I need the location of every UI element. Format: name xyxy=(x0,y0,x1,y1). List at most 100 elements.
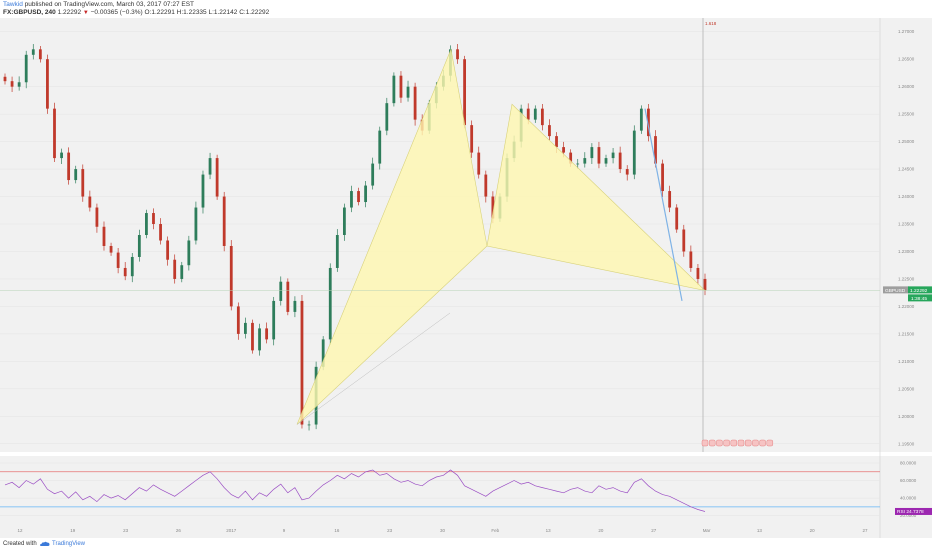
price-tick-label: 1.27000 xyxy=(898,29,915,34)
event-flag-icon[interactable] xyxy=(701,439,709,447)
candle-body xyxy=(74,169,78,181)
chart-footer: Created with TradingView xyxy=(0,538,932,550)
candle-body xyxy=(611,152,615,159)
author-link[interactable]: Tawkid xyxy=(3,1,23,8)
rsi-tick-label: 40.0000 xyxy=(900,496,917,501)
symbol-name[interactable]: FX:GBPUSD, 240 xyxy=(3,9,56,16)
candle-body xyxy=(639,108,643,131)
candle-body xyxy=(3,76,7,82)
candle-body xyxy=(569,152,573,164)
candle-body xyxy=(491,196,495,219)
candle-body xyxy=(307,424,311,426)
event-flag-icon[interactable] xyxy=(759,439,766,447)
candle-body xyxy=(371,163,375,186)
candle-body xyxy=(194,207,198,241)
candle-body xyxy=(689,251,693,268)
event-flag-icon[interactable] xyxy=(709,439,716,447)
published-text: published on TradingView.com, March 03, … xyxy=(22,1,195,8)
candle-body xyxy=(335,235,339,268)
candle-body xyxy=(647,108,650,137)
rsi-tick-label: 20.0000 xyxy=(900,513,917,518)
price-tick-label: 1.24000 xyxy=(898,194,915,199)
time-tick-label: 23 xyxy=(123,528,129,533)
price-tick-label: 1.22500 xyxy=(898,276,915,281)
price-tick-label: 1.22000 xyxy=(898,304,915,309)
price-tick-label: 1.26500 xyxy=(898,57,915,62)
candle-body xyxy=(378,130,382,164)
candle-body xyxy=(279,281,283,301)
candle-body xyxy=(201,174,205,208)
candle-body xyxy=(484,174,488,197)
time-tick-label: 19 xyxy=(70,528,76,533)
candle-body xyxy=(661,163,664,192)
candle-body xyxy=(31,49,35,55)
candle-body xyxy=(618,152,622,170)
price-tick-label: 1.24500 xyxy=(898,167,915,172)
candle-body xyxy=(562,147,565,153)
time-tick-label: 12 xyxy=(17,528,23,533)
candle-body xyxy=(597,147,601,164)
candle-body xyxy=(265,328,269,340)
price-tick-label: 1.19500 xyxy=(898,441,915,446)
candle-body xyxy=(24,54,28,83)
event-flag-icon[interactable] xyxy=(723,439,730,447)
price-tick-label: 1.25500 xyxy=(898,112,915,117)
event-flag-icon[interactable] xyxy=(745,439,752,447)
blue-trend-line xyxy=(644,108,683,302)
candle-body xyxy=(540,108,544,126)
last-price-tag-label: 1.22292 xyxy=(910,288,928,294)
candle-body xyxy=(130,256,134,277)
ohlc-values: O:1.22291 H:1.22335 L:1.22142 C:1.22292 xyxy=(144,9,270,16)
candle-body xyxy=(625,169,629,175)
price-tick-label: 1.23500 xyxy=(898,222,915,227)
candle-body xyxy=(244,322,247,334)
candle-body xyxy=(682,229,686,252)
candle-body xyxy=(463,59,466,126)
last-price: 1.22292 xyxy=(57,9,82,16)
time-tick-label: 13 xyxy=(546,528,552,533)
candle-body xyxy=(477,152,481,175)
time-tick-label: 26 xyxy=(176,528,182,533)
rsi-tick-label: 80.0000 xyxy=(900,461,917,466)
candle-body xyxy=(533,108,537,120)
last-price-tag xyxy=(908,286,932,294)
rsi-pane xyxy=(0,456,932,520)
candle-body xyxy=(102,226,106,246)
candle-body xyxy=(10,81,14,87)
candle-body xyxy=(251,322,254,351)
candle-body xyxy=(145,213,148,235)
candle-body xyxy=(123,267,127,277)
price-tick-label: 1.20500 xyxy=(898,386,915,391)
candle-body xyxy=(413,86,417,120)
chart-header: Tawkid published on TradingView.com, Mar… xyxy=(0,0,932,18)
tradingview-brand[interactable]: TradingView xyxy=(52,541,86,547)
candle-body xyxy=(668,191,672,208)
event-flag-icon[interactable] xyxy=(752,439,759,447)
event-flag-icon[interactable] xyxy=(716,439,723,447)
candle-body xyxy=(357,191,360,203)
event-flag-icon[interactable] xyxy=(737,439,745,447)
harmonic-bcd-triangle xyxy=(486,103,706,291)
time-tick-label: Feb xyxy=(491,528,499,533)
candle-body xyxy=(350,191,353,208)
candle-body xyxy=(38,49,42,60)
candle-body xyxy=(286,281,290,312)
time-tick-label: 9 xyxy=(283,528,286,533)
candle-body xyxy=(17,82,21,87)
symbol-line: FX:GBPUSD, 240 1.22292 ▼ −0.00365 (−0.3%… xyxy=(3,9,269,17)
event-flag-icon[interactable] xyxy=(766,439,773,447)
fib-level-label: 1.618 xyxy=(705,21,717,26)
candle-body xyxy=(604,158,608,164)
event-flag-icon[interactable] xyxy=(730,439,737,447)
time-tick-label: 2017 xyxy=(226,528,237,533)
created-with-text: Created with xyxy=(3,541,37,547)
price-tick-label: 1.20000 xyxy=(898,414,915,419)
candle-body xyxy=(229,245,233,307)
publish-line: Tawkid published on TradingView.com, Mar… xyxy=(3,1,194,9)
candle-body xyxy=(258,328,261,351)
countdown-tag xyxy=(908,294,932,302)
candle-body xyxy=(152,213,155,225)
price-tick-label: 1.21500 xyxy=(898,331,915,336)
